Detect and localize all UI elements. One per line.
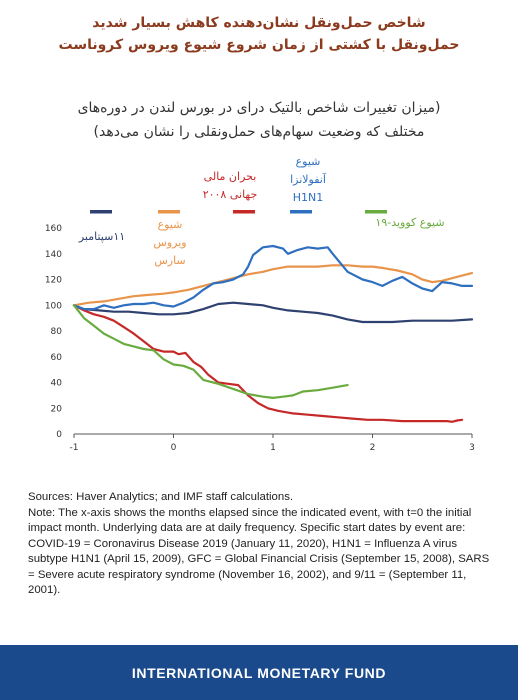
legend-swatch-sept11 xyxy=(90,210,112,214)
sources-text: Sources: Haver Analytics; and IMF staff … xyxy=(28,491,294,503)
x-tick-label: 1 xyxy=(270,443,276,453)
y-tick-label: 20 xyxy=(51,404,63,414)
legend-label-h1n1: آنفولانزا xyxy=(290,172,327,186)
headline: شاخص حمل‌ونقل نشان‌دهنده کاهش بسیار شدید… xyxy=(10,12,508,56)
footer-bar: INTERNATIONAL MONETARY FUND xyxy=(0,645,518,700)
note-text: Note: The x-axis shows the months elapse… xyxy=(28,506,490,597)
legend-label-sept11: ۱۱سپتامبر xyxy=(78,230,125,243)
chart-series xyxy=(72,244,474,423)
x-tick-label: 2 xyxy=(370,443,376,453)
chart-subtitle: (میزان تغییرات شاخص بالتیک درای در بورس … xyxy=(20,96,498,144)
chart-axes: -1 0 1 2 3 0 20 40 60 80 100 120 140 160 xyxy=(45,224,475,453)
x-tick-label: -1 xyxy=(70,443,79,453)
legend-label-sars: سارس xyxy=(154,254,185,267)
series-line-covid xyxy=(72,304,349,399)
series-line-sars xyxy=(72,264,474,307)
legend-label-gfc: بحران مالی xyxy=(204,170,257,183)
legend-swatch-sars xyxy=(158,210,180,214)
legend-label-h1n1: شیوع xyxy=(296,155,321,168)
legend-label-h1n1: H1N1 xyxy=(293,191,324,204)
series-line-h1n1 xyxy=(72,244,474,311)
y-tick-label: 0 xyxy=(56,430,62,440)
legend-swatch-covid xyxy=(365,210,387,214)
y-tick-label: 100 xyxy=(45,301,62,311)
y-tick-label: 160 xyxy=(45,224,62,234)
subtitle-line-1: (میزان تغییرات شاخص بالتیک درای در بورس … xyxy=(77,100,441,116)
sources-block: Sources: Haver Analytics; and IMF staff … xyxy=(28,490,496,599)
y-tick-label: 60 xyxy=(51,353,63,363)
legend-label-sars: شیوع xyxy=(158,218,183,231)
y-tick-label: 120 xyxy=(45,276,62,286)
legend-label-gfc: جهانی ۲۰۰۸ xyxy=(203,188,258,201)
x-tick-label: 3 xyxy=(469,443,475,453)
y-tick-label: 40 xyxy=(51,379,63,389)
legend-swatch-h1n1 xyxy=(290,210,312,214)
subtitle-line-2: مختلف که وضعیت سهام‌های حمل‌ونقلی را نشا… xyxy=(93,124,425,140)
series-line-gfc xyxy=(72,304,464,423)
headline-line-2: حمل‌ونقل با کشتی از زمان شروع شیوع ویروس… xyxy=(58,37,460,53)
series-line-sept11 xyxy=(72,301,474,324)
legend-label-covid: شیوع کووید-۱۹ xyxy=(375,216,444,229)
chart-legend: ۱۱سپتامبر شیوع ویروس سارس بحران مالی جهانی ۲۰… xyxy=(78,155,445,267)
headline-line-1: شاخص حمل‌ونقل نشان‌دهنده کاهش بسیار شدید xyxy=(92,15,426,31)
y-tick-label: 80 xyxy=(51,327,63,337)
legend-label-sars: ویروس xyxy=(153,236,186,249)
y-tick-label: 140 xyxy=(45,250,62,260)
legend-swatch-gfc xyxy=(233,210,255,214)
x-tick-label: 0 xyxy=(171,443,177,453)
footer-org-name: INTERNATIONAL MONETARY FUND xyxy=(131,664,387,681)
line-chart: ۱۱سپتامبر شیوع ویروس سارس بحران مالی جهانی ۲۰… xyxy=(45,155,475,453)
